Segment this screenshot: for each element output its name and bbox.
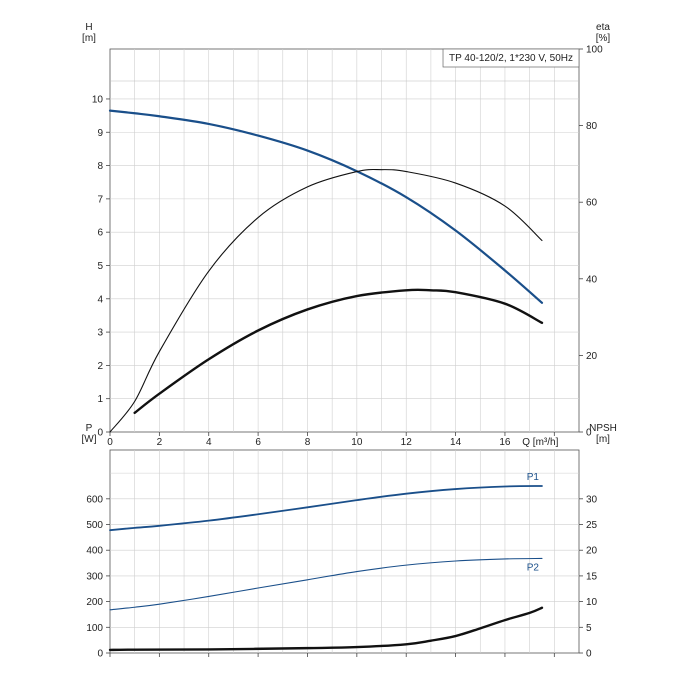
y-right-tick-label: 20 [586, 546, 598, 557]
y-left-tick-label: 300 [86, 571, 103, 582]
y-left-tick-label: 1 [97, 394, 103, 405]
y-left-tick-label: 600 [86, 494, 103, 505]
y-right-tick-label: 80 [586, 121, 598, 132]
x-tick-label: 12 [401, 437, 413, 448]
y-left-axis-unit: [m] [82, 33, 96, 44]
y-right-axis-unit: [%] [596, 33, 611, 44]
y-left-tick-label: 0 [97, 428, 103, 439]
y-left-tick-label: 3 [97, 328, 103, 339]
y-left-axis-name: P [86, 423, 93, 434]
x-tick-label: 6 [255, 437, 261, 448]
y-right-tick-label: 10 [586, 597, 598, 608]
y-left-tick-label: 9 [97, 128, 103, 139]
series-line-p1 [109, 485, 543, 532]
y-left-tick-label: 2 [97, 361, 103, 372]
y-left-tick-label: 6 [97, 228, 103, 239]
series-line-curve-0 [108, 109, 544, 304]
y-left-tick-label: 100 [86, 623, 103, 634]
chart-title: TP 40-120/2, 1*230 V, 50Hz [449, 53, 573, 64]
y-right-tick-label: 100 [586, 45, 603, 56]
series-line-curve-2 [108, 606, 544, 652]
x-tick-label: 14 [450, 437, 462, 448]
y-right-axis-name: NPSH [589, 423, 617, 434]
y-left-tick-label: 500 [86, 520, 103, 531]
y-left-tick-label: 400 [86, 546, 103, 557]
lower-panel: 0100200300400500600051015202530P[W]NPSH[… [82, 423, 617, 660]
y-right-axis-name: eta [596, 22, 610, 33]
y-left-tick-label: 8 [97, 161, 103, 172]
x-tick-label: 16 [499, 437, 511, 448]
y-right-tick-label: 0 [586, 428, 592, 439]
plot-frame [109, 449, 580, 654]
y-left-tick-label: 200 [86, 597, 103, 608]
y-left-axis-unit: [W] [82, 434, 97, 445]
y-right-tick-label: 5 [586, 623, 592, 634]
y-left-axis-name: H [85, 22, 92, 33]
x-tick-label: 10 [351, 437, 363, 448]
y-left-tick-label: 4 [97, 294, 103, 305]
plot-frame [109, 48, 580, 433]
x-axis-label: Q [m³/h] [522, 437, 558, 448]
y-right-tick-label: 40 [586, 274, 598, 285]
x-tick-label: 4 [206, 437, 212, 448]
y-left-tick-label: 7 [97, 194, 103, 205]
title-box [442, 48, 580, 68]
series-line-curve-2 [133, 288, 544, 415]
y-left-tick-label: 10 [92, 94, 104, 105]
y-right-tick-label: 20 [586, 351, 598, 362]
y-left-tick-label: 0 [97, 649, 103, 660]
y-right-tick-label: 60 [586, 198, 598, 209]
x-tick-label: 2 [157, 437, 163, 448]
series-label-p1: P1 [527, 472, 540, 483]
y-right-tick-label: 15 [586, 571, 598, 582]
series-line-curve-1 [109, 168, 543, 433]
y-right-tick-label: 0 [586, 649, 592, 660]
y-right-tick-label: 25 [586, 520, 598, 531]
x-tick-label: 8 [305, 437, 311, 448]
series-label-p2: P2 [527, 562, 540, 573]
x-tick-label: 0 [107, 437, 113, 448]
y-left-tick-label: 5 [97, 261, 103, 272]
y-right-axis-unit: [m] [596, 434, 610, 445]
series-line-p2 [109, 557, 543, 611]
y-right-tick-label: 30 [586, 494, 598, 505]
